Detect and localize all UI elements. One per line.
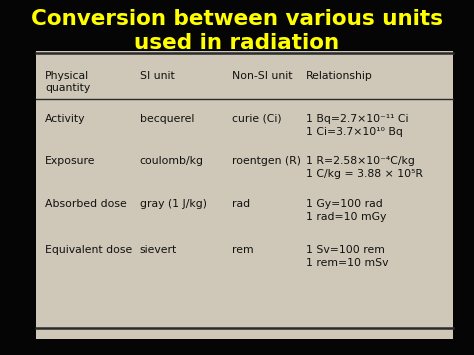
- Text: Relationship: Relationship: [306, 71, 373, 81]
- Text: sievert: sievert: [140, 245, 177, 255]
- Text: Equivalent dose: Equivalent dose: [45, 245, 132, 255]
- Text: Conversion between various units
used in radiation: Conversion between various units used in…: [31, 9, 443, 53]
- Text: 1 R=2.58×10⁻⁴C/kg
1 C/kg = 3.88 × 10⁵R: 1 R=2.58×10⁻⁴C/kg 1 C/kg = 3.88 × 10⁵R: [306, 156, 423, 179]
- Text: SI unit: SI unit: [140, 71, 174, 81]
- Text: becquerel: becquerel: [140, 114, 194, 124]
- FancyBboxPatch shape: [36, 51, 453, 339]
- Text: rem: rem: [232, 245, 254, 255]
- Text: Absorbed dose: Absorbed dose: [45, 199, 127, 209]
- Text: gray (1 J/kg): gray (1 J/kg): [140, 199, 207, 209]
- Text: rad: rad: [232, 199, 250, 209]
- Text: Non-SI unit: Non-SI unit: [232, 71, 293, 81]
- Text: coulomb/kg: coulomb/kg: [140, 156, 204, 166]
- Text: 1 Gy=100 rad
1 rad=10 mGy: 1 Gy=100 rad 1 rad=10 mGy: [306, 199, 386, 222]
- Text: Activity: Activity: [45, 114, 85, 124]
- Text: 1 Sv=100 rem
1 rem=10 mSv: 1 Sv=100 rem 1 rem=10 mSv: [306, 245, 388, 268]
- Text: curie (Ci): curie (Ci): [232, 114, 282, 124]
- Text: 1 Bq=2.7×10⁻¹¹ Ci
1 Ci=3.7×10¹⁰ Bq: 1 Bq=2.7×10⁻¹¹ Ci 1 Ci=3.7×10¹⁰ Bq: [306, 114, 408, 137]
- Text: Exposure: Exposure: [45, 156, 96, 166]
- Text: roentgen (R): roentgen (R): [232, 156, 301, 166]
- Text: Physical
quantity: Physical quantity: [45, 71, 90, 93]
